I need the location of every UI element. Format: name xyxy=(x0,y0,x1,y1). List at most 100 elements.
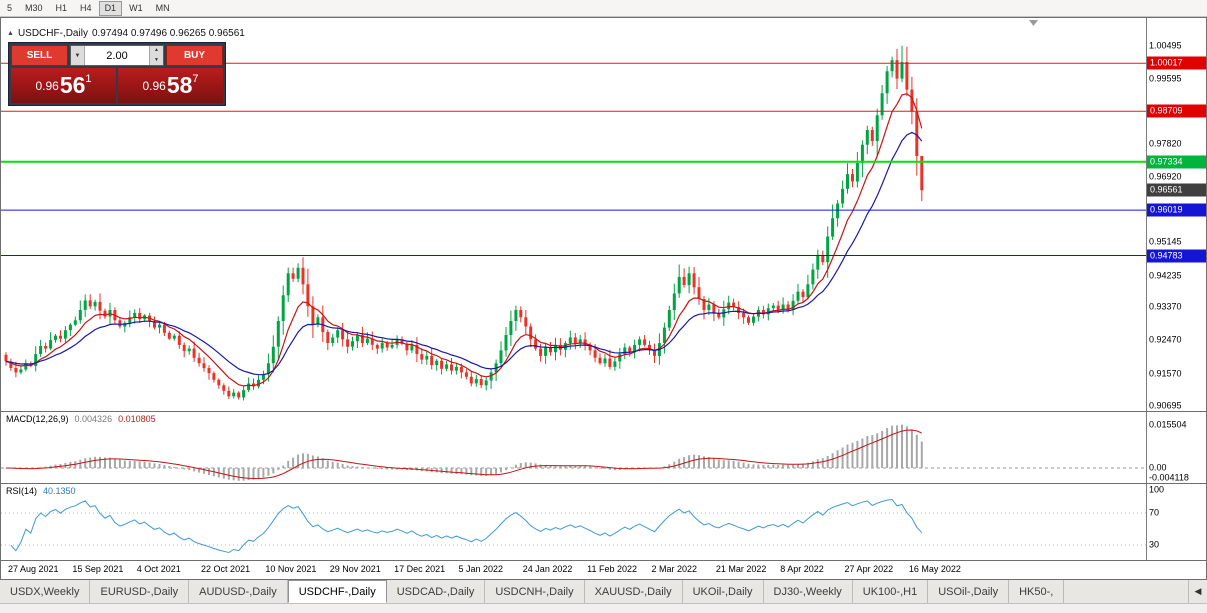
timeframe-button-mn[interactable]: MN xyxy=(150,1,176,16)
chart-tab-dj30-weekly[interactable]: DJ30-,Weekly xyxy=(764,580,853,603)
price-level-tag: 1.00017 xyxy=(1147,56,1206,70)
timeframe-button-m30[interactable]: M30 xyxy=(19,1,49,16)
axis-tick-label: 0.99595 xyxy=(1149,73,1182,84)
macd-chart[interactable] xyxy=(1,412,1146,483)
timeframe-button-h1[interactable]: H1 xyxy=(50,1,74,16)
macd-axis[interactable]: 0.015504 0.00 -0.004118 xyxy=(1146,412,1206,483)
chart-frame: 1.00495 1.00017 0.99595 0.98709 0.97820 0.973… xyxy=(0,17,1207,580)
buy-price-point: 7 xyxy=(192,73,199,85)
sell-price-point: 1 xyxy=(85,73,92,85)
rsi-chart[interactable] xyxy=(1,484,1146,560)
volume-input[interactable]: 2.00 xyxy=(106,49,128,62)
axis-tick-label: 0.97820 xyxy=(1149,138,1182,149)
timeframe-button-5[interactable]: 5 xyxy=(1,1,18,16)
timeframe-button-w1[interactable]: W1 xyxy=(123,1,149,16)
chart-tab-usdchf-daily[interactable]: USDCHF-,Daily xyxy=(287,580,387,603)
timeframe-button-d1[interactable]: D1 xyxy=(98,0,123,16)
volume-control: ▼ 2.00 ▲ ▼ xyxy=(70,45,164,66)
chart-tab-usoil-daily[interactable]: USOil-,Daily xyxy=(928,580,1010,603)
volume-increase-button[interactable]: ▲ xyxy=(150,46,163,56)
axis-tick-label: 0.015504 xyxy=(1149,419,1187,430)
time-axis-label: 8 Apr 2022 xyxy=(780,564,824,574)
time-axis-label: 11 Feb 2022 xyxy=(587,564,638,574)
time-axis-label: 24 Jan 2022 xyxy=(522,564,573,574)
time-axis-label: 5 Jan 2022 xyxy=(458,564,503,574)
chart-tab-usdcad-daily[interactable]: USDCAD-,Daily xyxy=(387,580,486,603)
axis-tick-label: 30 xyxy=(1149,539,1160,550)
sell-price-pips: 56 xyxy=(59,72,86,98)
chart-marker-icon: ▲ xyxy=(7,30,14,37)
chart-tab-uk100-h1[interactable]: UK100-,H1 xyxy=(853,580,929,603)
price-level-tag: 0.97334 xyxy=(1147,155,1206,169)
rsi-label: RSI(14) 40.1350 xyxy=(6,486,76,496)
chart-tab-eurusd-daily[interactable]: EURUSD-,Daily xyxy=(90,580,190,603)
volume-spinner: ▲ ▼ xyxy=(149,46,163,65)
buy-price-pips: 58 xyxy=(166,72,193,98)
price-level-tag: 0.96561 xyxy=(1147,183,1206,197)
axis-tick-label: 100 xyxy=(1149,484,1165,495)
time-axis-label: 15 Sep 2021 xyxy=(72,564,124,574)
price-level-tag: 0.94783 xyxy=(1147,249,1206,263)
axis-tick-label: 0.00 xyxy=(1149,462,1167,473)
time-axis-label: 16 May 2022 xyxy=(908,564,961,574)
chart-tabs-list: USDX,Weekly EURUSD-,Daily AUDUSD-,Daily USD… xyxy=(0,580,1188,603)
indicator-value: 40.1350 xyxy=(43,486,76,496)
window-bottom-edge xyxy=(0,604,1207,613)
indicator-value: 0.010805 xyxy=(118,414,156,424)
chart-tabs-bar: USDX,Weekly EURUSD-,Daily AUDUSD-,Daily USD… xyxy=(0,580,1207,604)
axis-tick-label: 1.00495 xyxy=(1149,40,1182,51)
sell-button[interactable]: SELL xyxy=(11,45,68,66)
axis-tick-label: -0.004118 xyxy=(1149,472,1189,483)
buy-price-display[interactable]: 0.96 58 7 xyxy=(118,68,223,103)
axis-tick-label: 0.93370 xyxy=(1149,301,1182,312)
chart-tab-usdcnh-daily[interactable]: USDCNH-,Daily xyxy=(485,580,585,603)
macd-label: MACD(12,26,9) 0.004326 0.010805 xyxy=(6,414,156,424)
time-axis-label: 21 Mar 2022 xyxy=(715,564,767,574)
time-axis-label: 4 Oct 2021 xyxy=(136,564,181,574)
candlestick-chart[interactable] xyxy=(1,18,1146,411)
axis-tick-label: 0.95145 xyxy=(1149,236,1182,247)
chart-title: ▲ USDCHF-,Daily 0.97494 0.97496 0.96265 0.… xyxy=(7,28,249,39)
sell-price-display[interactable]: 0.96 56 1 xyxy=(11,68,116,103)
chart-tab-usdx-weekly[interactable]: USDX,Weekly xyxy=(0,580,91,603)
buy-price-base: 0.96 xyxy=(142,78,166,93)
timeframe-button-h4[interactable]: H4 xyxy=(74,1,98,16)
axis-tick-label: 0.90695 xyxy=(1149,400,1182,411)
time-axis-label: 2 Mar 2022 xyxy=(651,564,698,574)
chart-tab-ukoil-daily[interactable]: UKOil-,Daily xyxy=(683,580,764,603)
axis-tick-label: 70 xyxy=(1149,507,1160,518)
price-chart-panel: 1.00495 1.00017 0.99595 0.98709 0.97820 0.973… xyxy=(1,18,1206,411)
chart-tab-hk50[interactable]: HK50-, xyxy=(1009,580,1065,603)
chart-tab-xauusd-daily[interactable]: XAUUSD-,Daily xyxy=(585,580,683,603)
indicator-value: 0.004326 xyxy=(74,414,113,424)
volume-dropdown-button[interactable]: ▼ xyxy=(71,46,85,65)
time-axis-label: 17 Dec 2021 xyxy=(394,564,446,574)
tabs-scroll-left-icon[interactable]: ◀ xyxy=(1188,580,1207,603)
price-level-tag: 0.96019 xyxy=(1147,203,1206,217)
price-level-tag: 0.98709 xyxy=(1147,104,1206,118)
time-axis[interactable]: 27 Aug 2021 15 Sep 2021 4 Oct 2021 22 Oct 2… xyxy=(1,560,1206,579)
time-axis-label: 27 Aug 2021 xyxy=(8,564,59,574)
one-click-trading-panel: SELL ▼ 2.00 ▲ ▼ BUY 0.96 56 1 xyxy=(8,42,226,106)
chart-symbol-period: USDCHF-,Daily xyxy=(17,28,88,39)
sell-price-base: 0.96 xyxy=(35,78,59,93)
chart-tab-audusd-daily[interactable]: AUDUSD-,Daily xyxy=(189,580,288,603)
timeframe-toolbar: 5 M30 H1 H4 D1 W1 MN xyxy=(0,0,1207,17)
chart-ohlc-values: 0.97494 0.97496 0.96265 0.96561 xyxy=(91,28,245,39)
rsi-axis[interactable]: 100 70 30 xyxy=(1146,484,1206,560)
time-axis-label: 10 Nov 2021 xyxy=(265,564,317,574)
macd-indicator-panel: 0.015504 0.00 -0.004118 MACD(12,26,9) 0.004… xyxy=(1,411,1206,483)
axis-tick-label: 0.91570 xyxy=(1149,368,1182,379)
volume-decrease-button[interactable]: ▼ xyxy=(150,55,163,65)
time-axis-label: 27 Apr 2022 xyxy=(844,564,894,574)
time-axis-label: 22 Oct 2021 xyxy=(201,564,251,574)
axis-tick-label: 0.92470 xyxy=(1149,334,1182,345)
axis-tick-label: 0.94235 xyxy=(1149,270,1182,281)
indicator-name: MACD(12,26,9) xyxy=(6,414,69,424)
price-axis[interactable]: 1.00495 1.00017 0.99595 0.98709 0.97820 0.973… xyxy=(1146,18,1206,411)
indicator-name: RSI(14) xyxy=(6,486,38,496)
time-axis-label: 29 Nov 2021 xyxy=(329,564,381,574)
buy-button[interactable]: BUY xyxy=(166,45,223,66)
axis-tick-label: 0.96920 xyxy=(1149,171,1182,182)
